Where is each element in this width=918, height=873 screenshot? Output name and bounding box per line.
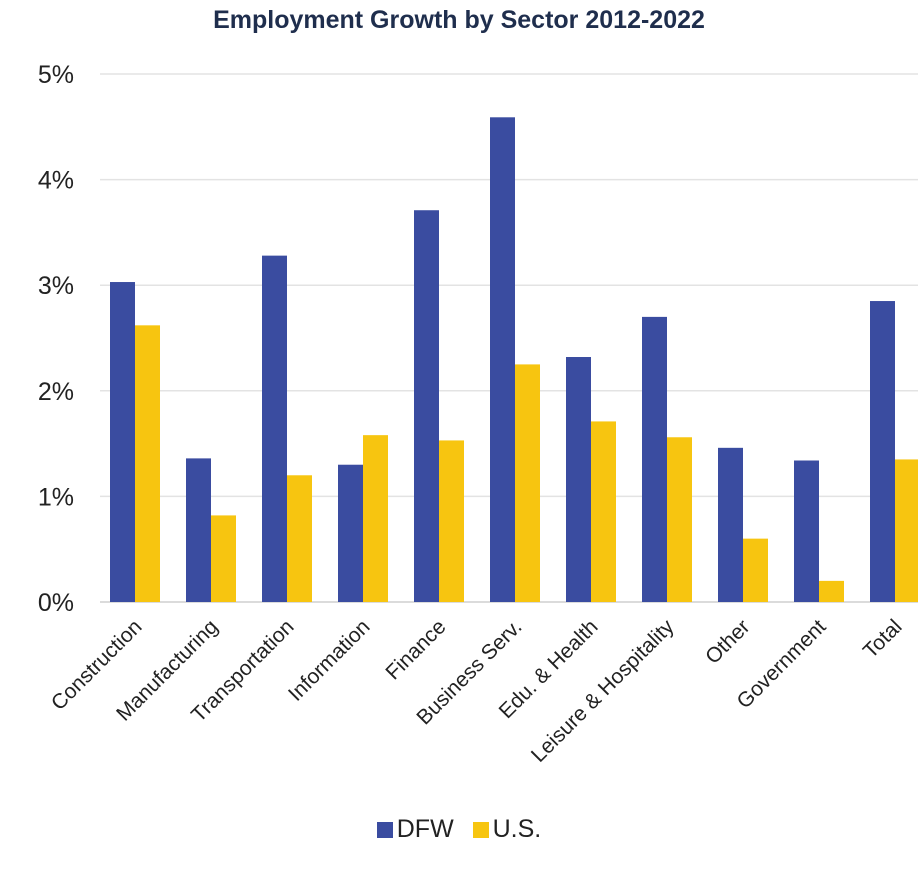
y-tick-label: 3% [38, 272, 74, 300]
x-tick-label: Information [284, 615, 375, 706]
bar-us-7 [667, 437, 692, 602]
chart-title: Employment Growth by Sector 2012-2022 [213, 6, 705, 34]
bar-us-0 [135, 325, 160, 602]
legend: DFW U.S. [0, 815, 918, 845]
x-tick-label: Leisure & Hospitality [527, 615, 679, 767]
bar-dfw-10 [870, 301, 895, 602]
bar-us-10 [895, 459, 918, 602]
legend-item-us: U.S. [472, 815, 542, 844]
x-tick-label: Other [701, 615, 754, 668]
x-axis-tick-labels: ConstructionManufacturingTransportationI… [47, 615, 907, 767]
y-tick-label: 0% [38, 589, 74, 617]
x-tick-label: Finance [381, 615, 450, 684]
bar-dfw-9 [794, 460, 819, 602]
bar-us-5 [515, 364, 540, 602]
legend-item-dfw: DFW [376, 815, 454, 844]
bar-us-6 [591, 421, 616, 602]
bars [110, 117, 918, 603]
bar-us-9 [819, 580, 844, 602]
legend-swatch-us [472, 821, 489, 838]
y-tick-label: 1% [38, 483, 74, 511]
x-tick-label: Total [859, 615, 907, 663]
bar-dfw-8 [718, 447, 743, 602]
bar-dfw-6 [566, 357, 591, 602]
bar-us-8 [743, 538, 768, 602]
legend-label-dfw: DFW [396, 815, 454, 843]
y-tick-label: 4% [38, 167, 74, 195]
bar-us-3 [363, 435, 388, 602]
bar-us-4 [439, 440, 464, 602]
bar-dfw-0 [110, 282, 135, 602]
bar-dfw-5 [490, 117, 515, 603]
y-tick-label: 2% [38, 378, 74, 406]
bar-dfw-2 [262, 255, 287, 602]
bar-dfw-3 [338, 464, 363, 602]
bar-dfw-1 [186, 458, 211, 602]
legend-label-us: U.S. [492, 815, 542, 843]
bar-dfw-4 [414, 210, 439, 602]
bar-dfw-7 [642, 316, 667, 602]
y-tick-label: 5% [38, 61, 74, 89]
legend-swatch-dfw [376, 821, 393, 838]
bar-us-1 [211, 515, 236, 602]
bar-us-2 [287, 475, 312, 602]
y-axis-tick-labels: 0% 1% 2% 3% 4% 5% [38, 61, 74, 617]
